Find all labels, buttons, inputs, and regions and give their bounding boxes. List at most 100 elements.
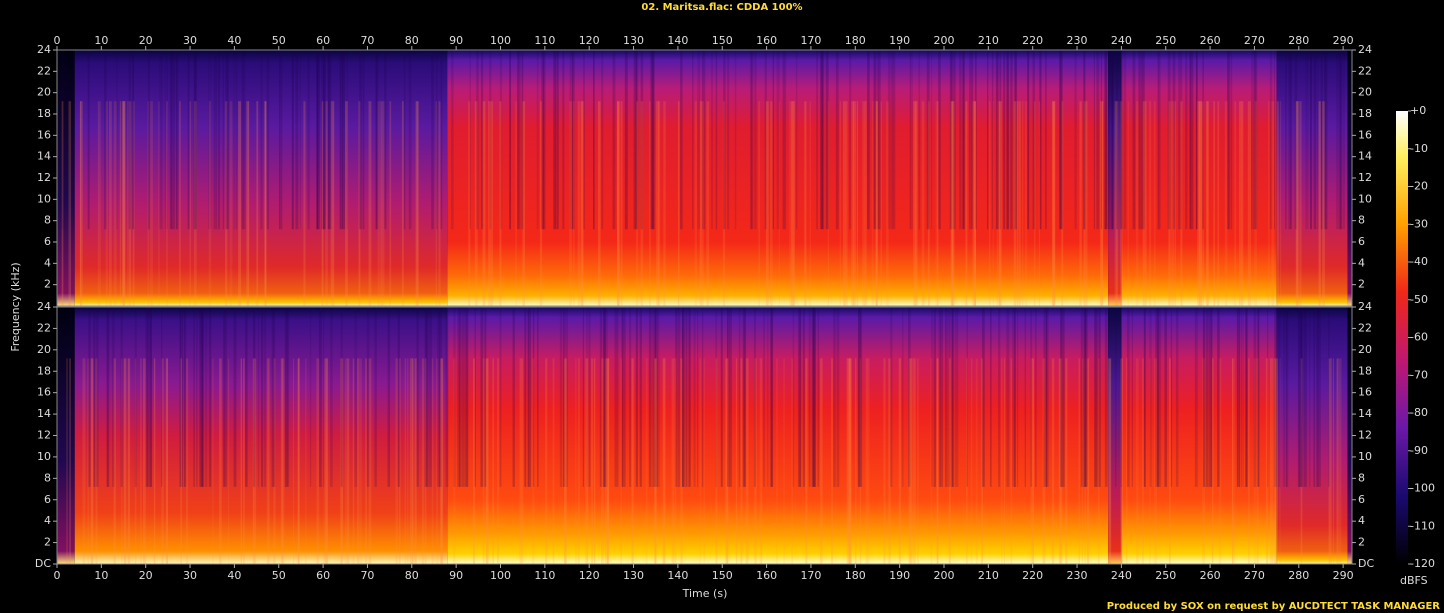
spectrogram-streak — [1211, 358, 1214, 564]
spectrogram-streak — [654, 358, 656, 564]
spectrogram-streak — [1200, 101, 1202, 306]
x-tick-label: 160 — [756, 34, 777, 47]
spectrogram-streak — [871, 101, 874, 306]
spectrogram-streak — [517, 50, 521, 230]
spectrogram-streak — [233, 307, 237, 487]
spectrogram-streak — [414, 358, 417, 564]
spectrogram-streak — [1286, 307, 1289, 487]
spectrogram-streak — [1094, 307, 1097, 487]
spectrogram-streak — [697, 50, 699, 230]
colorbar — [1396, 111, 1408, 564]
spectrogram-streak — [330, 101, 334, 306]
spectrogram-streak — [519, 358, 522, 564]
spectrogram-streak — [512, 307, 515, 487]
spectrogram-streak — [189, 101, 191, 306]
spectrogram-streak — [1125, 358, 1128, 564]
spectrogram-streak — [1052, 101, 1055, 306]
spectrogram-streak — [783, 358, 785, 564]
spectrogram-streak — [128, 101, 132, 306]
spectrogram-streak — [1114, 101, 1117, 306]
spectrogram-streak — [377, 101, 379, 306]
spectrogram-streak — [754, 50, 757, 230]
spectrogram-streak — [318, 307, 322, 487]
spectrogram-streak — [1336, 358, 1339, 564]
spectrogram-streak — [582, 307, 584, 487]
spectrogram-streak — [917, 358, 919, 564]
spectrogram-streak — [1006, 50, 1010, 230]
spectrogram-streak — [886, 101, 889, 306]
spectrogram-streak — [974, 101, 977, 306]
spectrogram-streak — [565, 307, 569, 487]
spectrogram-streak — [742, 307, 746, 487]
spectrogram-streak — [252, 358, 255, 564]
spectrogram-streak — [811, 307, 815, 487]
spectrogram-streak — [292, 50, 294, 230]
x-tick-label: 220 — [1022, 34, 1043, 47]
y-tick-label: 14 — [1358, 407, 1372, 420]
spectrogram-streak — [677, 307, 681, 487]
spectrogram-streak — [292, 358, 294, 564]
spectrogram-streak — [1234, 101, 1237, 306]
spectrogram-streak — [681, 307, 684, 487]
spectrogram-streak — [201, 307, 204, 487]
spectrogram-streak — [1300, 358, 1303, 564]
spectrogram-streak — [1051, 101, 1055, 306]
spectrogram-streak — [650, 50, 652, 230]
spectrogram-streak — [1098, 307, 1101, 487]
spectrogram-streak — [366, 307, 370, 487]
x-tick-label: 190 — [889, 569, 910, 582]
y-tick-label: 22 — [1358, 64, 1372, 77]
spectrogram-streak — [640, 50, 644, 230]
spectrogram-streak — [321, 101, 323, 306]
spectrogram-streak — [853, 101, 856, 306]
spectrogram-streak — [833, 307, 836, 487]
spectrogram-streak — [1203, 307, 1205, 487]
spectrogram-streak — [999, 50, 1002, 230]
spectrogram-streak — [229, 101, 233, 306]
x-tick-label: 90 — [449, 34, 463, 47]
spectrogram-streak — [605, 307, 608, 487]
spectrogram-streak — [813, 307, 817, 487]
spectrogram-streak — [1265, 358, 1269, 564]
spectrogram-streak — [990, 307, 992, 487]
spectrogram-streak — [87, 50, 90, 230]
spectrogram-streak — [827, 101, 829, 306]
spectrogram-streak — [105, 101, 108, 306]
spectrogram-streak — [208, 307, 211, 487]
spectrogram-streak — [228, 358, 230, 564]
spectrogram-streak — [697, 307, 699, 487]
spectrogram-streak — [1083, 101, 1085, 306]
spectrogram-streak — [1319, 101, 1321, 306]
spectrogram-streak — [759, 358, 762, 564]
spectrogram-streak — [867, 50, 870, 230]
spectrogram-streak — [620, 101, 623, 306]
spectrogram-streak — [951, 101, 953, 306]
spectrogram-streak — [356, 358, 360, 564]
spectrogram-streak — [987, 50, 989, 230]
y-tick-label: 10 — [1358, 450, 1372, 463]
spectrogram-streak — [106, 307, 109, 487]
spectrogram-streak — [208, 101, 212, 306]
spectrogram-streak — [938, 307, 941, 487]
spectrogram-streak — [179, 307, 183, 487]
spectrogram-streak — [563, 50, 565, 230]
x-tick-label: 280 — [1288, 34, 1309, 47]
spectrogram-streak — [1096, 50, 1100, 230]
spectrogram-streak — [1006, 50, 1009, 230]
spectrogram-streak — [1115, 307, 1117, 487]
x-tick-label: 130 — [623, 569, 644, 582]
spectrogram-streak — [474, 101, 478, 306]
spectrogram-streak — [858, 307, 861, 487]
spectrogram-streak — [1086, 101, 1088, 306]
spectrogram-streak — [966, 307, 968, 487]
spectrogram-streak — [482, 358, 485, 564]
spectrogram-streak — [199, 307, 202, 487]
spectrogram-streak — [1232, 358, 1235, 564]
spectrogram-streak — [635, 50, 639, 230]
spectrogram-streak — [1158, 50, 1161, 230]
spectrogram-streak — [569, 101, 572, 306]
spectrogram-streak — [159, 50, 162, 230]
spectrogram-streak — [975, 358, 978, 564]
spectrogram-streak — [466, 307, 468, 487]
spectrogram-streak — [586, 307, 588, 487]
